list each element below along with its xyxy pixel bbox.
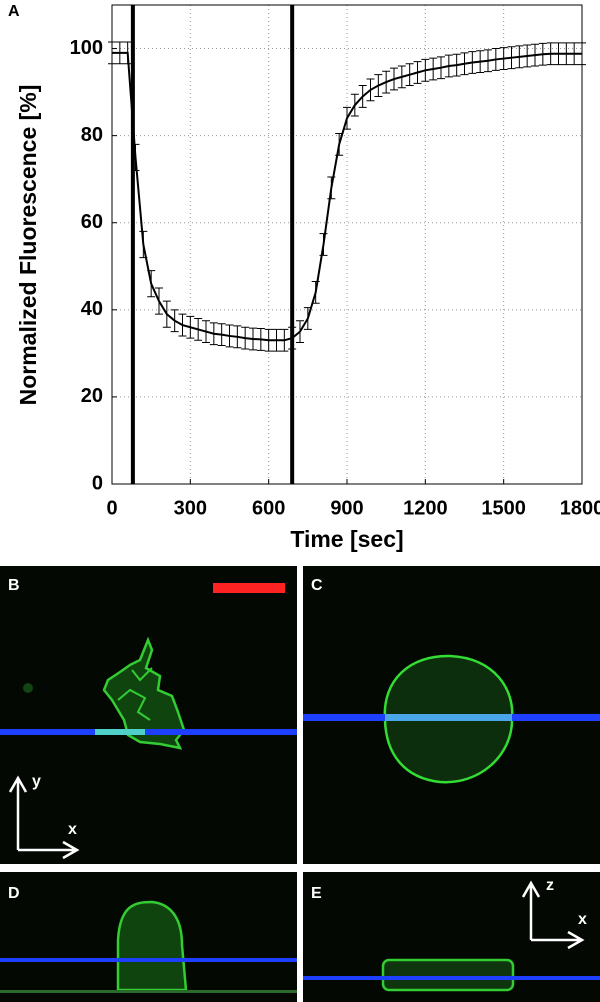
substrate <box>0 990 297 993</box>
y-tick-label: 100 <box>70 37 103 59</box>
spot <box>23 683 33 693</box>
plot: 0 300 600 900 1200 1500 1800 0 20 40 60 80 100 <box>70 4 600 519</box>
panel-label: D <box>8 885 20 902</box>
axis-label: z <box>546 877 554 894</box>
panel-e: z x E <box>303 872 600 1002</box>
cell <box>381 958 515 992</box>
y-tick-label: 20 <box>81 385 103 407</box>
x-tick-label: 1500 <box>481 497 526 519</box>
y-tick-label: 60 <box>81 211 103 233</box>
plot-frame <box>111 4 583 485</box>
cell-detail <box>117 667 153 721</box>
y-axis-title: Normalized Fluorescence [%] <box>15 85 41 406</box>
x-tick-label: 0 <box>106 497 117 519</box>
image <box>0 872 297 1002</box>
data-line <box>112 51 582 342</box>
axis-label: y <box>32 773 41 790</box>
panel-label: E <box>311 885 322 902</box>
panel-c: C <box>303 566 600 864</box>
scan-overlap <box>385 714 512 721</box>
y-tick-label: 40 <box>81 298 103 320</box>
axis-arrows <box>8 775 80 860</box>
x-tick-label: 1200 <box>403 497 448 519</box>
x-tick-label: 600 <box>252 497 285 519</box>
axis-label: x <box>578 911 587 928</box>
panel-label: B <box>8 577 20 594</box>
image <box>0 566 297 864</box>
scan-overlap <box>95 729 145 735</box>
x-axis-title: Time [sec] <box>290 526 403 552</box>
scan-line <box>0 958 297 962</box>
x-tick-label: 300 <box>174 497 207 519</box>
y-tick-label: 80 <box>81 124 103 146</box>
cell <box>102 636 186 750</box>
scale-bar <box>213 583 285 593</box>
axis-arrows <box>521 880 585 950</box>
x-tick-label: 1800 <box>560 497 600 519</box>
scan-line <box>303 976 600 980</box>
panel-label: A <box>8 3 20 20</box>
axis-label: x <box>68 821 77 838</box>
panel-b: y x B <box>0 566 297 864</box>
scan-line <box>0 729 297 735</box>
panel-label: C <box>311 577 323 594</box>
x-tick-label: 900 <box>330 497 363 519</box>
y-tick-label: 0 <box>92 472 103 494</box>
plot-area <box>112 5 582 484</box>
image <box>303 872 600 1002</box>
panel-d: D <box>0 872 297 1002</box>
cell <box>116 900 188 992</box>
